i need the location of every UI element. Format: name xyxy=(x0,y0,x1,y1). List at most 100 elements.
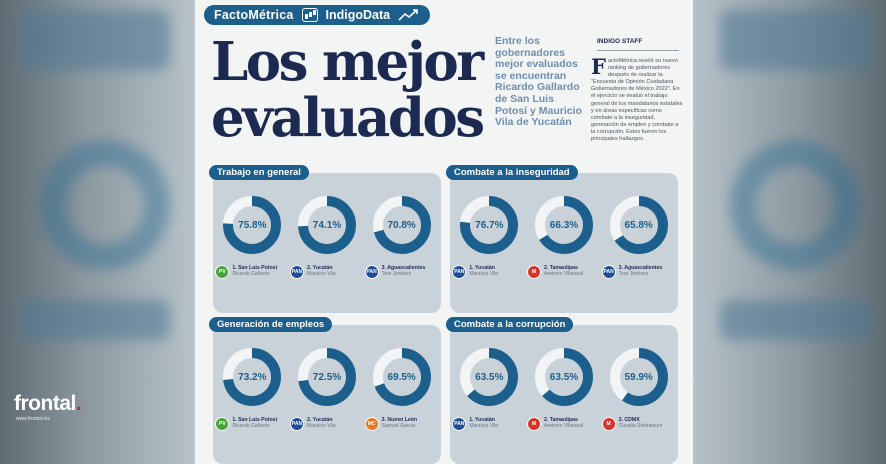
state-rank: 2. Yucatán xyxy=(306,265,333,271)
frontal-logo: frontal. xyxy=(14,392,82,416)
governor-name: Tere Jiménez xyxy=(618,271,649,278)
governor-meta: PV 1. San Luis Potosí Ricardo Gallardo xyxy=(215,417,289,431)
governor-text: 3. Aguascalientes Tere Jiménez xyxy=(619,265,663,277)
donut-value: 72.5% xyxy=(312,371,342,383)
frontal-logo-text: frontal xyxy=(14,392,76,415)
donut-fill xyxy=(609,196,668,254)
ranking-item: 76.7% PAN 1. Yucatán Mauricio Vila xyxy=(452,195,526,279)
brand-indigodata: IndigoData xyxy=(325,8,391,22)
donut-fill xyxy=(223,348,282,406)
state-rank: 3. Nuevo León xyxy=(381,417,418,423)
donut-value: 59.9% xyxy=(624,371,653,383)
governor-text: 3. CDMX Claudia Sheinbaum xyxy=(619,417,663,429)
donut-chart: 69.5% xyxy=(372,347,432,407)
byline-divider xyxy=(597,50,679,51)
donut-svg xyxy=(534,196,593,254)
governor-meta: PAN 3. Aguascalientes Tere Jiménez xyxy=(601,265,676,279)
bg-ring xyxy=(40,140,170,270)
magazine-page: FactoMétrica IndigoData Los mejor evalua… xyxy=(195,0,693,464)
donut-fill xyxy=(534,348,593,406)
ranking-item: 63.5% M 2. Tamaulipas Américo Villarreal xyxy=(526,347,600,431)
state-rank: 3. Aguascalientes xyxy=(381,265,426,271)
governor-meta: PAN 3. Aguascalientes Tere Jiménez xyxy=(364,265,439,279)
governor-name: Claudia Sheinbaum xyxy=(618,423,663,430)
bg-block xyxy=(20,10,170,70)
panel-generacion-empleos: Generación de empleos 73.2% PV 1. San Luis … xyxy=(209,317,441,464)
governor-text: 1. San Luis Potosí Ricardo Gallardo xyxy=(232,265,277,277)
donut-svg xyxy=(460,348,519,406)
governor-text: 2. Yucatán Mauricio Vila xyxy=(307,417,336,429)
governor-meta: PAN 1. Yucatán Mauricio Vila xyxy=(452,265,526,279)
donut-chart: 66.3% xyxy=(534,195,594,255)
donut-value: 75.8% xyxy=(238,219,267,231)
governor-text: 2. Tamaulipas Américo Villarreal xyxy=(544,417,583,429)
state-rank: 2. Yucatán xyxy=(306,417,333,423)
donut-value: 63.5% xyxy=(549,371,579,383)
donut-svg xyxy=(534,348,593,406)
governor-meta: PAN 1. Yucatán Mauricio Vila xyxy=(452,417,526,431)
governor-meta: M 3. CDMX Claudia Sheinbaum xyxy=(601,417,676,431)
panel-title: Combate a la inseguridad xyxy=(446,165,578,180)
frontal-logo-dot: . xyxy=(75,392,82,415)
governor-meta: PAN 2. Yucatán Mauricio Vila xyxy=(289,265,364,279)
donut-svg xyxy=(460,196,519,254)
donut-value: 65.8% xyxy=(624,219,653,231)
governor-name: Ricardo Gallardo xyxy=(232,271,270,278)
donut-chart: 65.8% xyxy=(609,195,669,255)
party-logo-icon: PAN xyxy=(364,265,379,279)
governor-meta: PV 1. San Luis Potosí Ricardo Gallardo xyxy=(215,265,289,279)
donut-value: 76.7% xyxy=(475,219,504,231)
bg-block xyxy=(720,10,870,70)
ranking-item: 65.8% PAN 3. Aguascalientes Tere Jiménez xyxy=(601,195,676,279)
panel-trabajo-general: Trabajo en general 75.8% PV 1. San Luis Pot… xyxy=(209,165,441,313)
brand-factometrica: FactoMétrica xyxy=(214,8,294,22)
party-logo-icon: PAN xyxy=(452,265,467,279)
state-rank: 3. CDMX xyxy=(618,417,640,423)
donut-chart: 63.5% xyxy=(534,347,594,407)
governor-meta: PAN 2. Yucatán Mauricio Vila xyxy=(289,417,364,431)
ranking-item: 74.1% PAN 2. Yucatán Mauricio Vila xyxy=(289,195,364,279)
panel-combate-corrupcion: Combate a la corrupción 63.5% PAN 1. Yucatá… xyxy=(446,317,678,464)
party-logo-icon: PAN xyxy=(452,417,467,431)
ranking-item: 69.5% MC 3. Nuevo León Samuel García xyxy=(364,347,438,431)
donut-value: 70.8% xyxy=(387,219,416,231)
panel-title: Combate a la corrupción xyxy=(446,317,574,332)
panel-title: Trabajo en general xyxy=(209,165,309,180)
state-rank: 3. Aguascalientes xyxy=(618,265,663,271)
donut-svg xyxy=(223,348,282,406)
party-logo-icon: M xyxy=(526,417,541,431)
ranking-item: 63.5% PAN 1. Yucatán Mauricio Vila xyxy=(452,347,526,431)
donut-fill xyxy=(223,196,282,254)
party-logo-icon: PAN xyxy=(601,265,616,279)
trend-line-icon xyxy=(398,9,418,21)
state-rank: 2. Tamaulipas xyxy=(543,265,578,271)
governor-name: Tere Jiménez xyxy=(381,271,412,278)
donut-value: 69.5% xyxy=(387,371,416,383)
donut-fill xyxy=(460,196,519,254)
subtitle: Entre los gobernadores mejor evaluados s… xyxy=(495,35,582,129)
party-logo-icon: M xyxy=(526,265,541,279)
ranking-item: 72.5% PAN 2. Yucatán Mauricio Vila xyxy=(289,347,364,431)
governor-text: 1. Yucatán Mauricio Vila xyxy=(469,265,498,277)
donut-fill xyxy=(297,348,356,406)
donut-value: 63.5% xyxy=(475,371,504,383)
governor-name: Mauricio Vila xyxy=(306,271,336,278)
donut-fill xyxy=(534,196,593,254)
donut-chart: 73.2% xyxy=(222,347,282,407)
state-rank: 1. Yucatán xyxy=(469,265,495,271)
governor-meta: M 2. Tamaulipas Américo Villarreal xyxy=(526,265,601,279)
party-logo-icon: PAN xyxy=(289,265,304,279)
ranking-item: 70.8% PAN 3. Aguascalientes Tere Jiménez xyxy=(364,195,439,279)
donut-chart: 59.9% xyxy=(609,347,669,407)
governor-name: Ricardo Gallardo xyxy=(232,423,270,430)
governor-name: Américo Villarreal xyxy=(543,423,584,430)
governor-name: Mauricio Vila xyxy=(469,423,498,430)
donut-svg xyxy=(609,348,668,406)
donut-svg xyxy=(297,196,356,254)
ranking-item: 59.9% M 3. CDMX Claudia Sheinbaum xyxy=(601,347,676,431)
donut-fill xyxy=(372,196,431,254)
panel-title: Generación de empleos xyxy=(209,317,333,332)
donut-chart: 74.1% xyxy=(297,195,357,255)
governor-text: 2. Tamaulipas Américo Villarreal xyxy=(544,265,583,277)
